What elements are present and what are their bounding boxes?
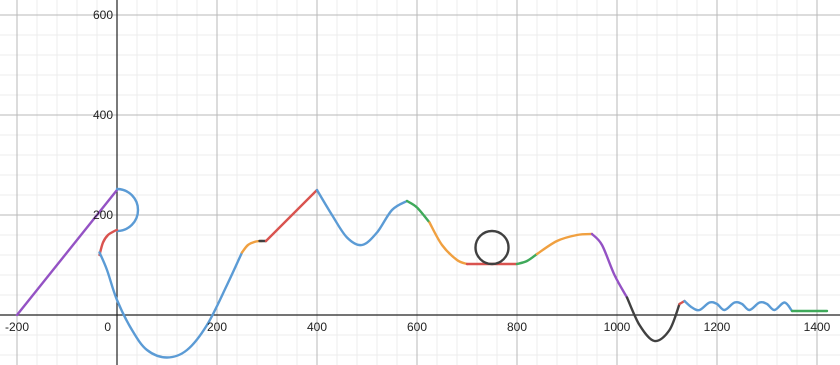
loop-arc xyxy=(115,187,140,233)
curve-segment xyxy=(535,232,594,256)
x-tick-label: 1200 xyxy=(704,320,731,334)
x-tick-label: 1000 xyxy=(604,320,631,334)
x-tick-label: 800 xyxy=(507,320,527,334)
curve-segment xyxy=(428,221,469,266)
tick-labels: -200 0 200 400 600 800 1000 1200 1400 200 400 600 xyxy=(5,8,831,334)
curve-segment xyxy=(405,199,431,224)
curve-segment xyxy=(98,251,244,359)
x-tick-label: 1400 xyxy=(804,320,831,334)
curve-segment xyxy=(625,296,681,343)
curve-segment xyxy=(515,252,539,266)
y-tick-label: 600 xyxy=(93,8,113,22)
y-tick-label: 200 xyxy=(93,208,113,222)
curve-segment xyxy=(240,239,264,254)
x-tick-label: 200 xyxy=(207,320,227,334)
x-tick-label: 400 xyxy=(307,320,327,334)
x-tick-label: 0 xyxy=(104,320,111,334)
curve-segment xyxy=(315,188,409,247)
x-tick-label: 600 xyxy=(407,320,427,334)
curve-segment xyxy=(590,232,629,299)
curves xyxy=(15,187,829,359)
curve-segment xyxy=(683,299,794,313)
y-tick-label: 400 xyxy=(93,108,113,122)
curve-segment xyxy=(15,188,119,317)
x-tick-label: -200 xyxy=(5,320,29,334)
curve-segment xyxy=(264,188,319,243)
curve-segment xyxy=(98,228,119,257)
loop-circle xyxy=(474,229,510,266)
